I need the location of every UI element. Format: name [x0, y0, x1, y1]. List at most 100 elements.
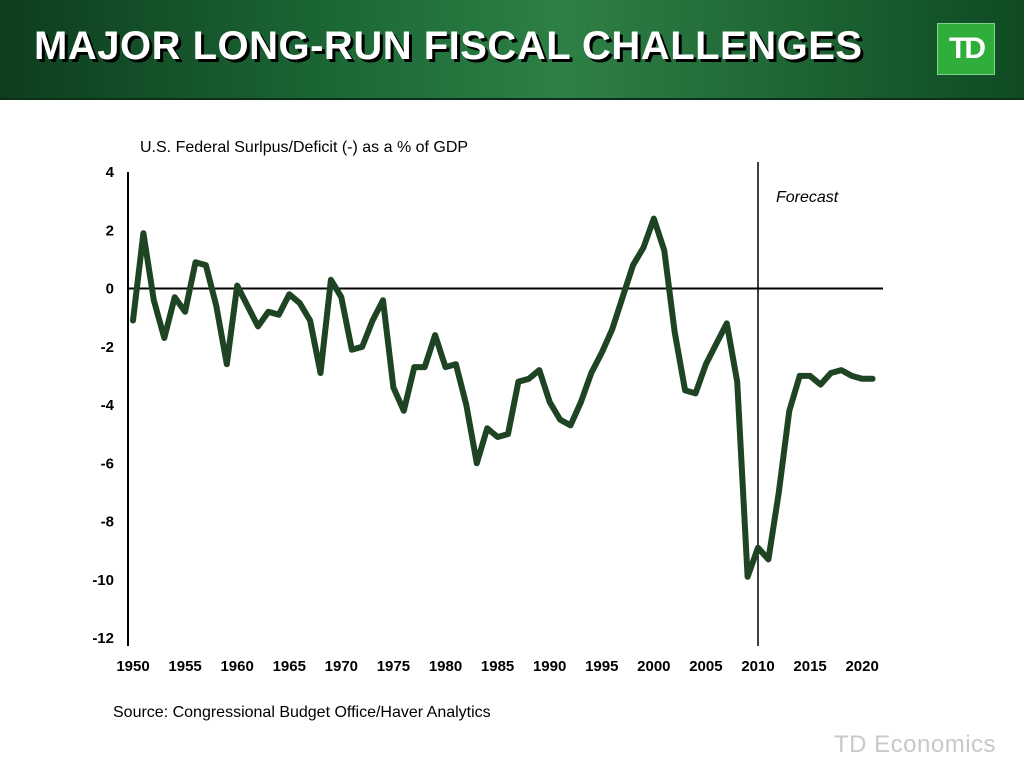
data-point — [621, 296, 624, 299]
y-tick-label: -8 — [101, 514, 114, 531]
data-point — [850, 374, 853, 377]
x-tick-label: 1970 — [325, 658, 358, 675]
data-point — [569, 424, 572, 427]
data-point — [871, 377, 874, 380]
data-point — [496, 436, 499, 439]
data-point — [142, 232, 145, 235]
data-point — [215, 305, 218, 308]
data-point — [194, 261, 197, 264]
data-point — [767, 558, 770, 561]
data-point — [173, 296, 176, 299]
data-point — [371, 319, 374, 322]
x-tick-label: 1975 — [377, 658, 410, 675]
data-point — [725, 322, 728, 325]
data-point — [319, 372, 322, 375]
x-tick-label: 1965 — [273, 658, 306, 675]
data-point — [184, 310, 187, 313]
data-point — [402, 409, 405, 412]
data-point — [663, 249, 666, 252]
data-point — [413, 366, 416, 369]
data-point — [652, 217, 655, 220]
data-point — [329, 278, 332, 281]
data-point — [819, 383, 822, 386]
data-point — [423, 366, 426, 369]
data-point — [538, 369, 541, 372]
page-title: MAJOR LONG-RUN FISCAL CHALLENGES — [34, 24, 863, 68]
data-point — [840, 369, 843, 372]
data-point — [225, 363, 228, 366]
data-point — [434, 334, 437, 337]
data-point — [704, 363, 707, 366]
data-point — [798, 374, 801, 377]
data-point — [444, 366, 447, 369]
x-tick-label: 1955 — [168, 658, 201, 675]
data-point — [454, 363, 457, 366]
data-point — [267, 310, 270, 313]
td-logo: TD — [937, 23, 995, 75]
x-tick-label: 2010 — [741, 658, 774, 675]
data-point — [361, 345, 364, 348]
data-point — [736, 380, 739, 383]
data-point — [579, 401, 582, 404]
data-point — [475, 462, 478, 465]
data-point — [559, 418, 562, 421]
data-point — [298, 302, 301, 305]
y-tick-label: -12 — [92, 630, 114, 647]
header-banner: MAJOR LONG-RUN FISCAL CHALLENGES TD — [0, 0, 1024, 100]
data-point — [632, 264, 635, 267]
data-point — [642, 246, 645, 249]
y-tick-label: -2 — [101, 339, 114, 356]
chart-title: U.S. Federal Surlpus/Deficit (-) as a % … — [140, 139, 469, 156]
data-point — [382, 299, 385, 302]
data-point — [777, 491, 780, 494]
y-tick-label: 2 — [106, 222, 114, 239]
data-point — [486, 427, 489, 430]
x-tick-label: 2005 — [689, 658, 722, 675]
y-tick-label: -4 — [101, 397, 115, 414]
data-point — [163, 337, 166, 340]
data-point — [757, 546, 760, 549]
data-point — [694, 392, 697, 395]
data-point — [611, 328, 614, 331]
data-point — [465, 404, 468, 407]
data-point — [277, 313, 280, 316]
data-point — [684, 389, 687, 392]
data-point — [527, 377, 530, 380]
source-note: Source: Congressional Budget Office/Have… — [113, 704, 491, 721]
data-point — [392, 386, 395, 389]
data-point — [715, 342, 718, 345]
x-tick-label: 1960 — [220, 658, 253, 675]
y-tick-label: 4 — [106, 164, 115, 181]
y-tick-label: -6 — [101, 455, 114, 472]
data-point — [246, 305, 249, 308]
x-tick-label: 2015 — [793, 658, 826, 675]
x-tick-label: 1980 — [429, 658, 462, 675]
x-tick-label: 1950 — [116, 658, 149, 675]
data-point — [340, 296, 343, 299]
x-tick-label: 1990 — [533, 658, 566, 675]
data-point — [590, 372, 593, 375]
data-point — [257, 325, 260, 328]
x-tick-label: 2000 — [637, 658, 670, 675]
data-point — [309, 319, 312, 322]
data-point — [673, 331, 676, 334]
data-point — [350, 348, 353, 351]
data-point — [507, 433, 510, 436]
y-tick-label: 0 — [106, 281, 114, 298]
x-tick-label: 2020 — [845, 658, 878, 675]
data-point — [861, 377, 864, 380]
data-point — [788, 409, 791, 412]
brand-wordmark: TD Economics — [834, 731, 997, 758]
data-point — [809, 374, 812, 377]
data-point — [204, 264, 207, 267]
data-point — [548, 401, 551, 404]
data-point — [152, 299, 155, 302]
x-tick-label: 1985 — [481, 658, 514, 675]
data-point — [517, 380, 520, 383]
x-tick-label: 1995 — [585, 658, 618, 675]
data-point — [132, 319, 135, 322]
data-point — [600, 351, 603, 354]
deficit-series-line — [130, 215, 876, 580]
y-tick-label: -10 — [92, 572, 114, 589]
data-point — [829, 372, 832, 375]
